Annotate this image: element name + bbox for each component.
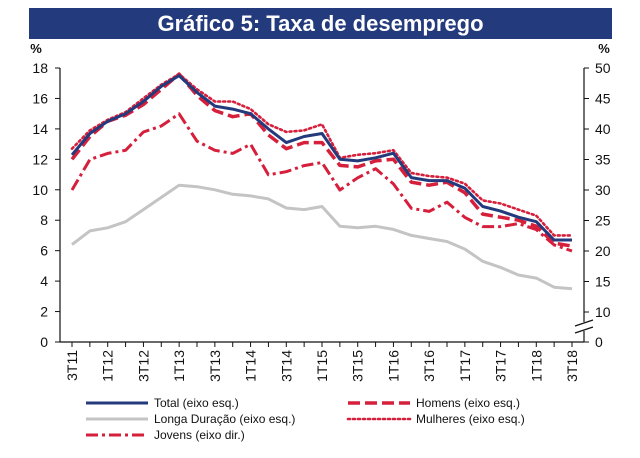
right-tick-label: 0: [595, 334, 603, 350]
right-tick-label: 20: [595, 243, 611, 259]
legend-label: Homens (eixo esq.): [416, 396, 520, 410]
x-tick-label: 1T14: [243, 350, 259, 382]
legend-label: Jovens (eixo dir.): [154, 428, 245, 442]
x-tick-label: 3T13: [207, 350, 223, 382]
left-tick-label: 16: [32, 90, 48, 106]
x-tick-label: 3T18: [564, 350, 580, 382]
legend-label: Mulheres (eixo esq.): [416, 412, 525, 426]
right-tick-label: 25: [595, 213, 611, 229]
right-tick-label: 30: [595, 182, 611, 198]
x-tick-label: 3T14: [278, 350, 294, 382]
axis-break-mark: [574, 319, 594, 327]
x-tick-label: 3T11: [64, 350, 80, 381]
x-tick-label: 3T12: [135, 350, 151, 382]
right-tick-label: 10: [595, 304, 611, 320]
left-axis-unit: %: [30, 41, 42, 56]
axis-break-mark: [574, 326, 594, 334]
series-line: [70, 72, 573, 248]
right-tick-label: 50: [595, 60, 611, 76]
x-tick-label: 1T12: [100, 350, 116, 382]
legend-label: Total (eixo esq.): [154, 396, 239, 410]
chart-title: Gráfico 5: Taxa de desemprego: [29, 8, 612, 39]
left-tick-label: 2: [40, 304, 48, 320]
series-line: [70, 112, 573, 253]
left-tick-label: 0: [40, 334, 48, 350]
x-tick-label: 3T17: [493, 350, 509, 382]
x-tick-label: 1T15: [314, 350, 330, 382]
left-tick-label: 10: [32, 182, 48, 198]
x-tick-label: 3T16: [421, 350, 437, 382]
x-tick-label: 1T18: [528, 350, 544, 382]
series-line: [71, 183, 573, 291]
left-tick-label: 12: [32, 151, 48, 167]
x-tick-label: 1T13: [171, 350, 187, 382]
left-tick-label: 14: [32, 121, 48, 137]
left-tick-label: 8: [40, 212, 48, 228]
right-tick-label: 45: [595, 91, 611, 107]
x-tick-label: 1T16: [385, 350, 401, 382]
left-tick-label: 18: [32, 60, 48, 76]
right-tick-label: 40: [595, 121, 611, 137]
left-tick-label: 4: [40, 273, 48, 289]
left-tick-label: 6: [40, 243, 48, 259]
series-line: [70, 74, 572, 242]
x-tick-label: 1T17: [457, 350, 473, 382]
right-tick-label: 35: [595, 152, 611, 168]
right-tick-label: 15: [595, 274, 611, 290]
right-axis-unit: %: [598, 41, 610, 56]
series-line: [70, 72, 574, 237]
legend-label: Longa Duração (eixo esq.): [154, 412, 295, 426]
axis-break-gap: [576, 322, 592, 331]
x-tick-label: 3T15: [350, 350, 366, 382]
